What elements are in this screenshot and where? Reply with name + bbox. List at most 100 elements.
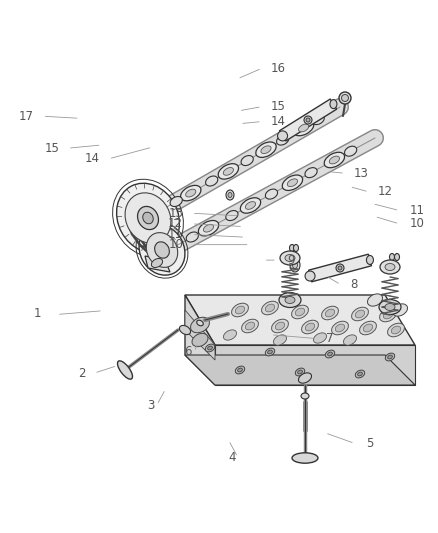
Ellipse shape xyxy=(385,303,395,311)
Ellipse shape xyxy=(389,254,395,261)
Ellipse shape xyxy=(314,333,327,343)
Ellipse shape xyxy=(208,346,212,350)
Text: 5: 5 xyxy=(366,437,373,450)
Ellipse shape xyxy=(285,254,295,262)
Ellipse shape xyxy=(312,115,324,125)
Ellipse shape xyxy=(290,258,300,272)
Ellipse shape xyxy=(170,197,182,206)
Ellipse shape xyxy=(268,350,272,354)
Ellipse shape xyxy=(240,198,261,213)
Text: 11: 11 xyxy=(410,204,424,217)
Polygon shape xyxy=(215,345,415,385)
Ellipse shape xyxy=(342,94,349,101)
Ellipse shape xyxy=(235,366,245,374)
Ellipse shape xyxy=(298,373,311,383)
Ellipse shape xyxy=(265,189,278,199)
Text: 17: 17 xyxy=(19,110,34,123)
Ellipse shape xyxy=(261,146,271,154)
Ellipse shape xyxy=(305,323,315,331)
Text: 13: 13 xyxy=(354,167,369,180)
Ellipse shape xyxy=(388,323,404,337)
Text: 14: 14 xyxy=(271,115,286,128)
Text: 3: 3 xyxy=(148,399,155,411)
Ellipse shape xyxy=(285,296,295,303)
Ellipse shape xyxy=(276,322,285,330)
Ellipse shape xyxy=(367,255,374,264)
Ellipse shape xyxy=(385,353,395,361)
Ellipse shape xyxy=(360,321,376,335)
Ellipse shape xyxy=(287,179,297,187)
Ellipse shape xyxy=(276,135,289,145)
Text: 1: 1 xyxy=(34,307,42,320)
Polygon shape xyxy=(185,355,415,385)
Ellipse shape xyxy=(235,306,245,314)
Ellipse shape xyxy=(278,131,288,141)
Ellipse shape xyxy=(139,225,185,275)
Ellipse shape xyxy=(336,324,345,332)
Ellipse shape xyxy=(256,142,276,157)
Ellipse shape xyxy=(304,116,312,124)
Text: 10: 10 xyxy=(410,217,424,230)
Ellipse shape xyxy=(138,206,159,230)
Text: 16: 16 xyxy=(271,62,286,75)
Text: 12: 12 xyxy=(378,185,392,198)
Ellipse shape xyxy=(186,232,198,242)
Ellipse shape xyxy=(367,294,382,306)
Ellipse shape xyxy=(223,330,237,340)
Ellipse shape xyxy=(330,100,337,109)
Ellipse shape xyxy=(223,167,233,175)
Ellipse shape xyxy=(273,335,286,345)
Polygon shape xyxy=(145,256,170,272)
Ellipse shape xyxy=(226,190,234,200)
Text: 9: 9 xyxy=(287,254,294,266)
Ellipse shape xyxy=(191,317,209,333)
Ellipse shape xyxy=(383,311,393,319)
Ellipse shape xyxy=(329,156,339,164)
Text: 10: 10 xyxy=(168,238,183,251)
Ellipse shape xyxy=(125,193,171,243)
Ellipse shape xyxy=(395,254,399,261)
Ellipse shape xyxy=(280,251,300,265)
Ellipse shape xyxy=(302,320,318,334)
Ellipse shape xyxy=(358,372,362,376)
Ellipse shape xyxy=(345,146,357,156)
Ellipse shape xyxy=(388,355,392,359)
Ellipse shape xyxy=(117,183,180,253)
Ellipse shape xyxy=(293,262,297,269)
Ellipse shape xyxy=(336,264,344,272)
Ellipse shape xyxy=(306,118,310,122)
Ellipse shape xyxy=(117,361,133,379)
Text: 6: 6 xyxy=(184,345,192,358)
Ellipse shape xyxy=(203,224,214,232)
Ellipse shape xyxy=(321,306,339,320)
Ellipse shape xyxy=(290,245,294,252)
Ellipse shape xyxy=(380,260,400,274)
Ellipse shape xyxy=(228,192,232,198)
Text: 12: 12 xyxy=(168,217,183,230)
Ellipse shape xyxy=(301,393,309,399)
Text: 2: 2 xyxy=(78,367,85,379)
Ellipse shape xyxy=(146,232,178,268)
Ellipse shape xyxy=(155,242,170,258)
Ellipse shape xyxy=(226,211,238,221)
Ellipse shape xyxy=(355,370,365,378)
Ellipse shape xyxy=(180,185,201,201)
Text: 8: 8 xyxy=(350,278,358,291)
Ellipse shape xyxy=(305,168,317,177)
Ellipse shape xyxy=(292,305,308,319)
Ellipse shape xyxy=(328,352,332,356)
Ellipse shape xyxy=(332,321,349,335)
Ellipse shape xyxy=(180,326,191,335)
Ellipse shape xyxy=(238,368,242,372)
Polygon shape xyxy=(185,310,215,360)
Ellipse shape xyxy=(232,303,248,317)
Ellipse shape xyxy=(265,348,275,356)
Ellipse shape xyxy=(298,370,302,374)
Text: 7: 7 xyxy=(326,332,334,345)
Ellipse shape xyxy=(305,271,315,281)
Ellipse shape xyxy=(325,309,335,317)
Ellipse shape xyxy=(385,263,395,271)
Ellipse shape xyxy=(293,120,314,136)
Ellipse shape xyxy=(186,189,196,197)
Ellipse shape xyxy=(355,310,365,318)
